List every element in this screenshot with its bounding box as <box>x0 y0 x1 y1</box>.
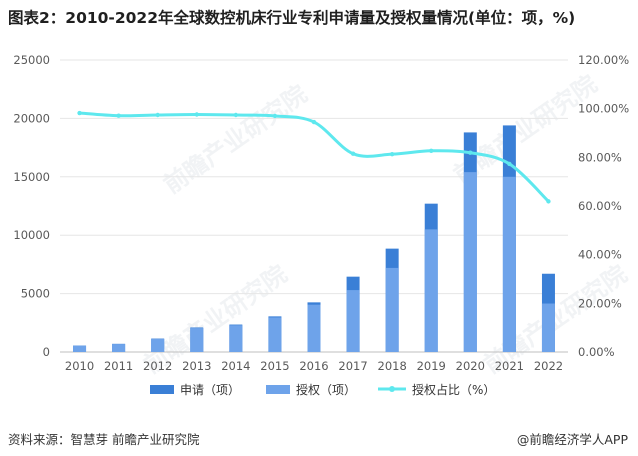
x-tick-label: 2017 <box>338 359 367 373</box>
ratio-point <box>77 110 82 116</box>
app-credit: @前瞻经济学人APP <box>516 432 628 447</box>
legend-swatch-application <box>150 385 174 394</box>
x-tick-label: 2015 <box>260 359 289 373</box>
ratio-point <box>272 113 278 119</box>
x-tick-label: 2013 <box>182 359 211 373</box>
y-right-tick-label: 40.00% <box>578 248 622 262</box>
ratio-point <box>468 150 473 155</box>
x-tick-label: 2020 <box>456 359 485 373</box>
ratio-point <box>546 199 551 204</box>
y-left-tick-label: 15000 <box>13 170 50 184</box>
grant-bar <box>151 338 165 352</box>
grant-bar <box>502 176 516 352</box>
x-tick-label: 2022 <box>534 359 563 373</box>
x-tick-label: 2021 <box>495 359 524 373</box>
grant-bar <box>346 290 360 352</box>
x-tick-label: 2011 <box>104 359 133 373</box>
legend-swatch-ratio-marker <box>389 386 395 392</box>
grant-bar <box>541 303 555 352</box>
grant-bar <box>190 328 204 352</box>
grant-bar <box>424 229 438 352</box>
ratio-line <box>79 111 550 203</box>
grant-bar <box>73 345 87 352</box>
legend-swatch-grant <box>266 385 290 394</box>
legend-label-ratio: 授权占比（%） <box>412 382 495 397</box>
x-tick-label: 2019 <box>417 359 446 373</box>
x-tick-label: 2012 <box>143 359 172 373</box>
legend-label-grant: 授权（项） <box>296 382 356 397</box>
ratio-point <box>389 151 395 157</box>
grant-bar <box>307 304 321 352</box>
grant-bar <box>229 325 243 352</box>
y-left-tick-label: 5000 <box>21 287 50 301</box>
y-right-tick-label: 80.00% <box>578 150 622 164</box>
y-right-tick-label: 120.00% <box>578 53 629 67</box>
grant-bar <box>463 172 477 352</box>
y-right-tick-label: 0.00% <box>578 345 615 359</box>
grant-bar <box>268 317 282 352</box>
ratio-point <box>233 112 239 118</box>
y-right-tick-label: 100.00% <box>578 102 629 116</box>
x-tick-label: 2010 <box>65 359 94 373</box>
ratio-point <box>350 151 356 156</box>
x-tick-label: 2014 <box>221 359 250 373</box>
ratio-point <box>155 112 160 118</box>
grant-bar <box>112 344 126 352</box>
y-left-tick-label: 20000 <box>13 111 50 125</box>
y-left-tick-label: 25000 <box>13 53 50 67</box>
ratio-point <box>116 113 121 118</box>
chart-title: 图表2：2010-2022年全球数控机床行业专利申请量及授权量情况(单位：项，%… <box>8 9 576 27</box>
y-right-tick-label: 20.00% <box>578 296 622 310</box>
ratio-point <box>194 112 199 117</box>
ratio-point <box>507 161 512 167</box>
legend-label-application: 申请（项） <box>180 383 240 397</box>
x-tick-label: 2018 <box>378 359 407 373</box>
ratio-point <box>311 119 317 125</box>
x-tick-label: 2016 <box>299 359 328 373</box>
ratio-point <box>429 148 434 153</box>
grant-bar <box>385 267 399 352</box>
y-left-tick-label: 10000 <box>13 228 50 242</box>
y-left-tick-label: 0 <box>43 345 50 359</box>
y-right-tick-label: 60.00% <box>578 199 622 213</box>
source-note: 资料来源：智慧芽 前瞻产业研究院 <box>8 432 200 447</box>
